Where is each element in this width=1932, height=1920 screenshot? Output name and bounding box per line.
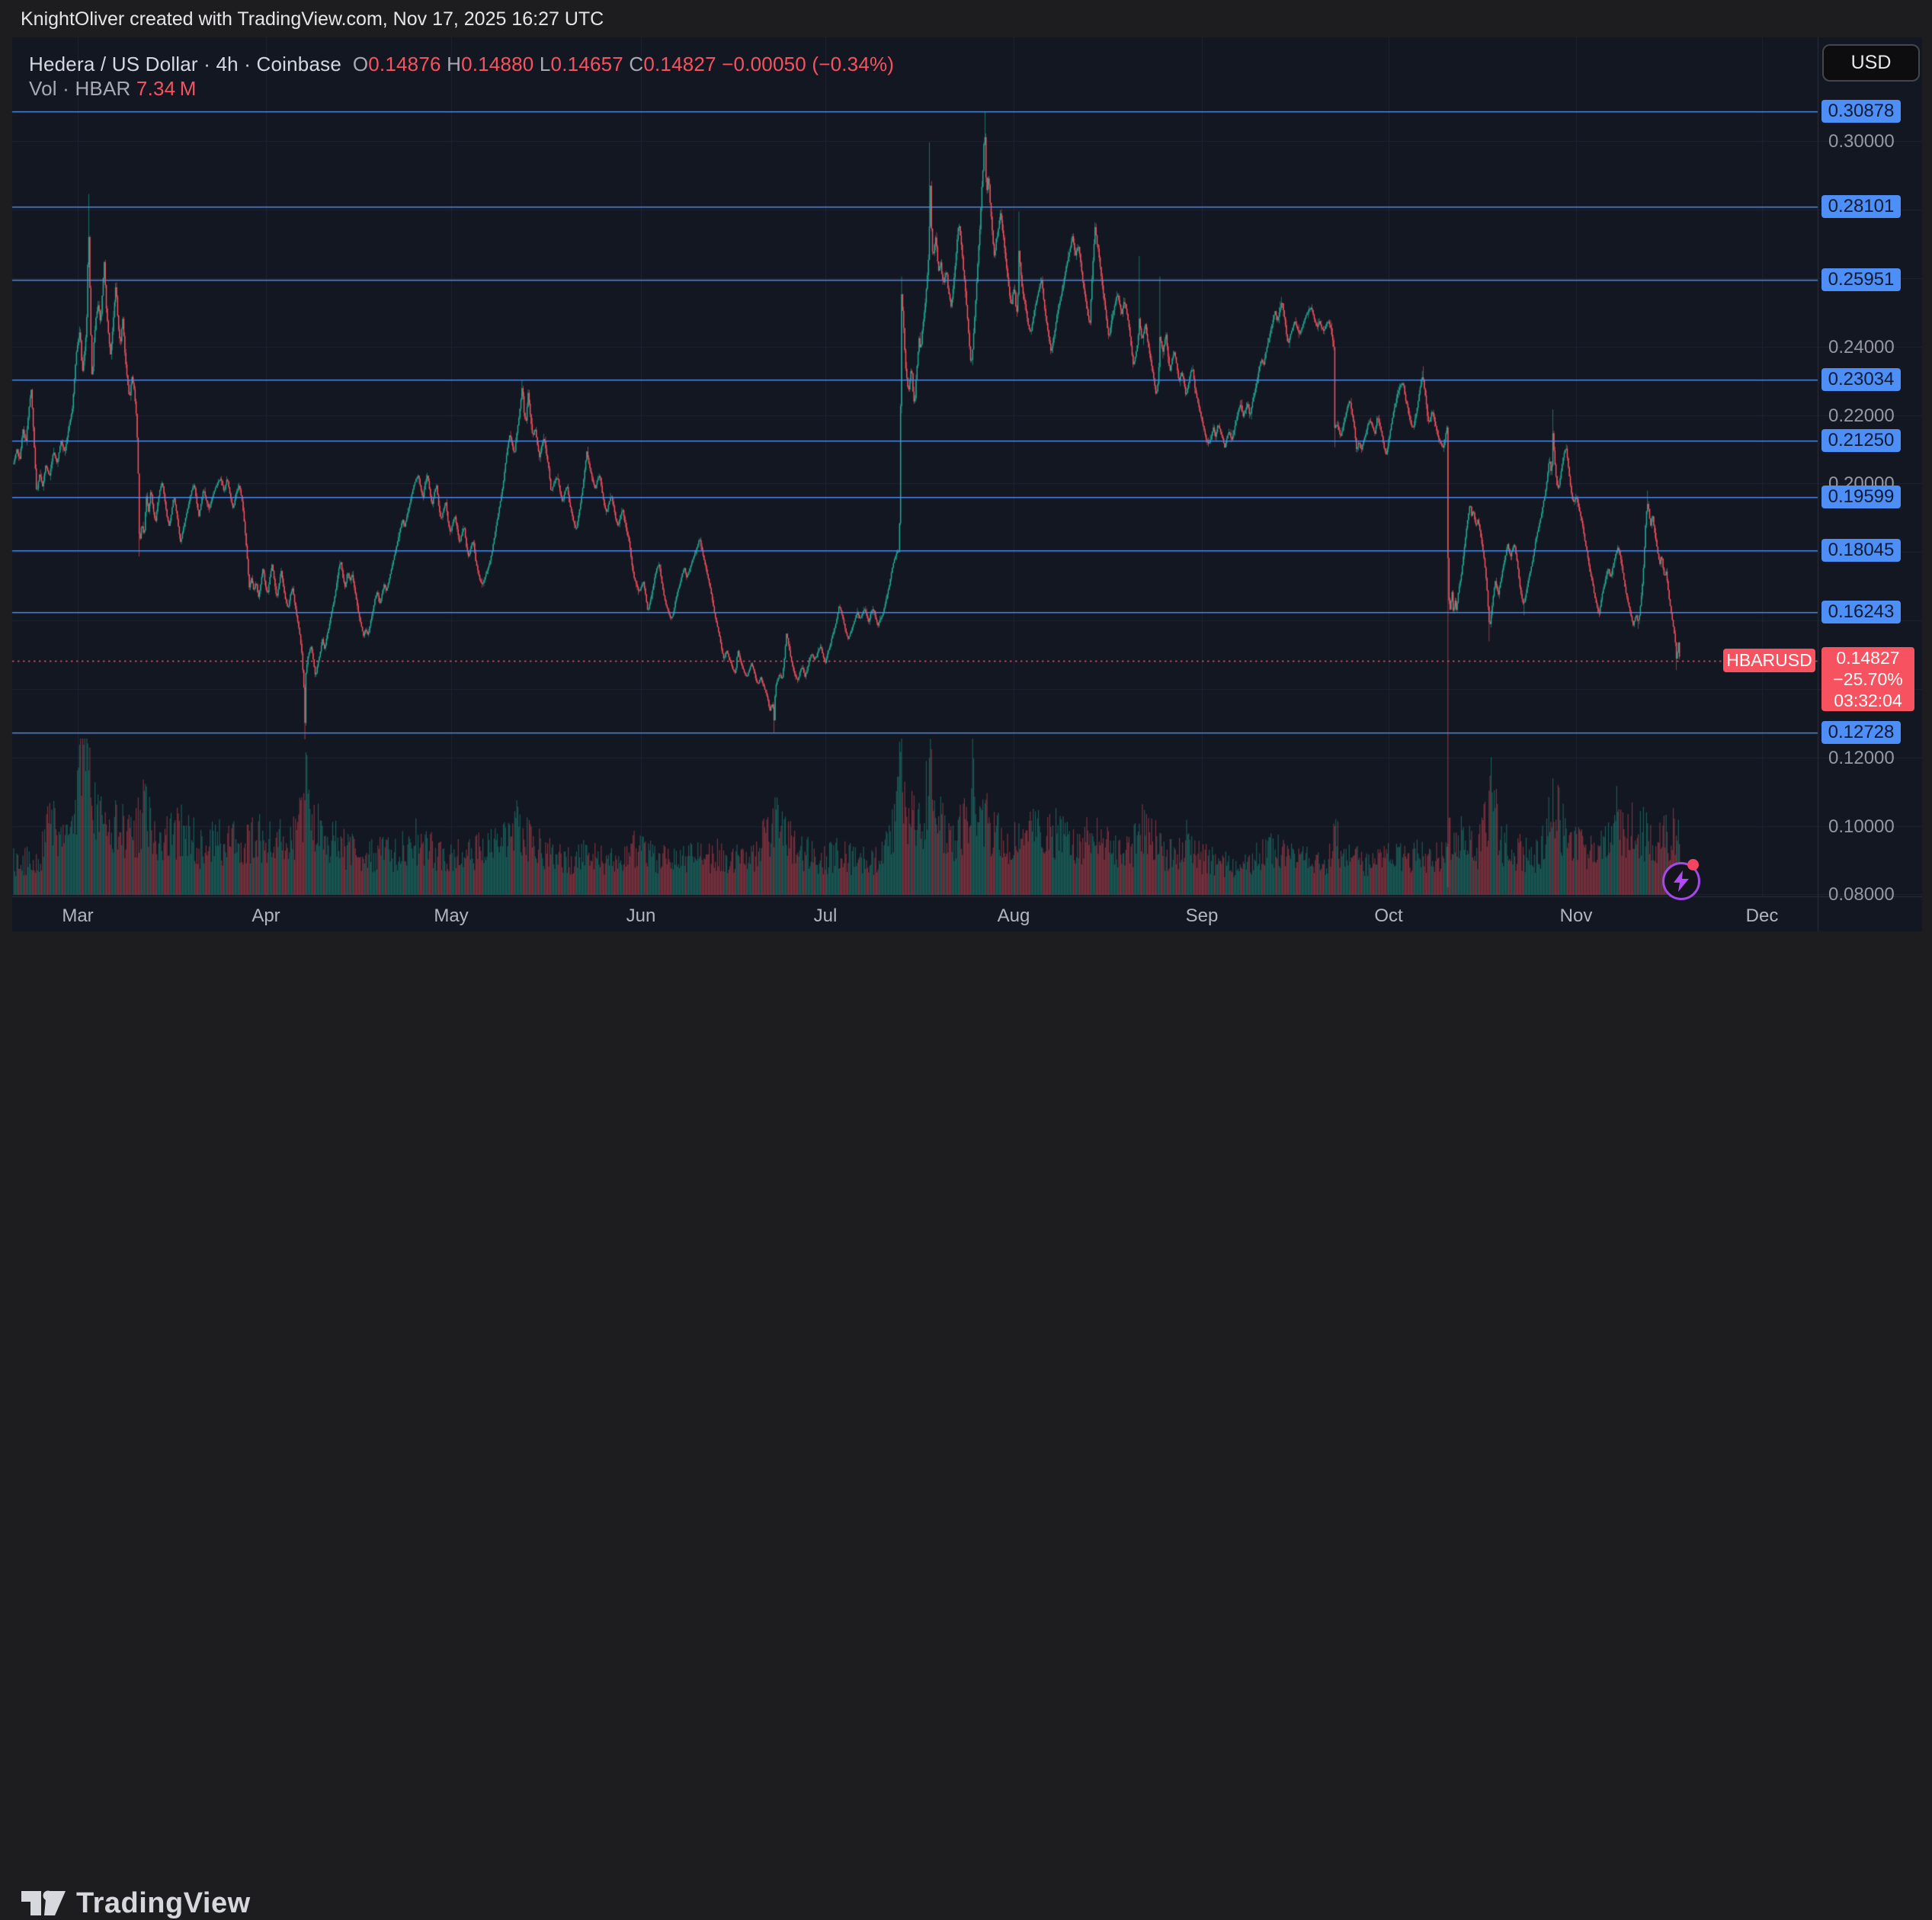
symbol-price-line-badge: HBARUSD — [1723, 649, 1815, 672]
time-axis-month-label: Mar — [62, 906, 94, 926]
header-segment: 0.14880 — [461, 53, 540, 75]
price-level-badge: 0.16243 — [1821, 601, 1901, 624]
price-level-badge: 0.28101 — [1821, 194, 1901, 218]
currency-toggle-button[interactable]: USD — [1822, 44, 1920, 82]
header-segment: L — [539, 53, 551, 75]
price-level-badge: 0.18045 — [1821, 539, 1901, 563]
header-segment: Vol · HBAR — [29, 77, 136, 100]
time-axis-month-label: May — [434, 906, 469, 926]
price-level-badge: 0.12728 — [1821, 721, 1901, 745]
price-level-badge: 0.23034 — [1821, 368, 1901, 392]
last-price-value: 0.14827 — [1836, 648, 1900, 668]
time-axis-month-label: Jul — [813, 906, 838, 926]
price-chart-canvas[interactable] — [0, 0, 1932, 1015]
price-level-badge: 0.21250 — [1821, 429, 1901, 453]
header-segment: Hedera / US Dollar · 4h · Coinbase — [29, 53, 353, 75]
price-scale-label: 0.22000 — [1828, 405, 1895, 426]
time-axis-month-label: Sep — [1185, 906, 1219, 926]
header-segment: O — [352, 53, 369, 75]
tradingview-logo-text: TradingView — [76, 1886, 251, 1919]
last-price-badge: 0.14827 −25.70% 03:32:04 — [1821, 647, 1914, 711]
time-axis[interactable] — [12, 896, 1818, 931]
header-segment: 0.14876 — [368, 53, 447, 75]
price-level-badge: 0.19599 — [1821, 486, 1901, 509]
header-segment: 0.14827 — [643, 53, 722, 75]
price-scale-label: 0.24000 — [1828, 336, 1895, 357]
time-axis-month-label: Nov — [1559, 906, 1593, 926]
last-price-change-pct: −25.70% — [1833, 669, 1903, 689]
header-segment: C — [629, 53, 644, 75]
price-level-badge: 0.30878 — [1821, 100, 1901, 123]
time-axis-month-label: Apr — [252, 906, 280, 926]
price-scale-label: 0.30000 — [1828, 131, 1895, 152]
lightning-icon — [1674, 870, 1689, 892]
header-segment: H — [447, 53, 462, 75]
attribution-bar: KnightOliver created with TradingView.co… — [0, 0, 1932, 37]
tradingview-logo-icon — [21, 1890, 66, 1915]
time-axis-month-label: Aug — [997, 906, 1030, 926]
header-segment: −0.00050 (−0.34%) — [722, 53, 895, 75]
tradingview-logo[interactable]: TradingView — [21, 1886, 251, 1920]
price-scale-label: 0.10000 — [1828, 816, 1895, 837]
time-axis-month-label: Oct — [1374, 906, 1403, 926]
price-scale-label: 0.08000 — [1828, 884, 1895, 906]
candle-countdown-timer: 03:32:04 — [1834, 691, 1902, 710]
price-level-badge: 0.25951 — [1821, 268, 1901, 292]
notification-dot — [1687, 859, 1699, 870]
bottom-brand-bar: TradingView — [0, 931, 1932, 1919]
header-segment: 0.14657 — [550, 53, 630, 75]
volume-header: Vol · HBAR 7.34 M — [29, 77, 197, 101]
header-segment: 7.34 M — [136, 77, 197, 100]
time-axis-month-label: Dec — [1745, 906, 1779, 926]
symbol-header: Hedera / US Dollar · 4h · Coinbase O0.14… — [29, 53, 894, 76]
attribution-text: KnightOliver created with TradingView.co… — [21, 8, 604, 30]
time-axis-month-label: Jun — [626, 906, 656, 926]
price-scale-label: 0.12000 — [1828, 747, 1895, 768]
